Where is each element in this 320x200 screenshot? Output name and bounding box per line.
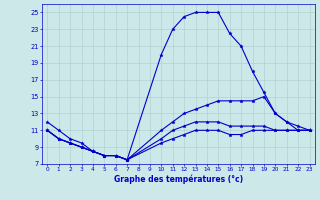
- X-axis label: Graphe des températures (°c): Graphe des températures (°c): [114, 175, 243, 184]
